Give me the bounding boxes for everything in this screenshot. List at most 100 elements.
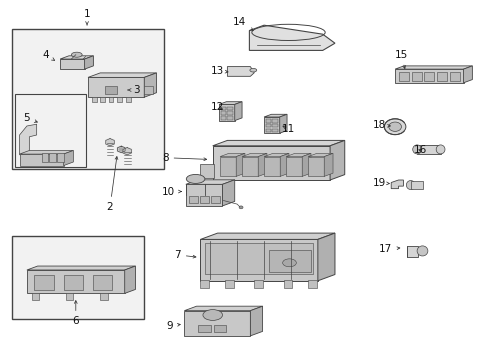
Polygon shape [249, 25, 334, 50]
Bar [265, 119, 270, 123]
Polygon shape [88, 77, 144, 97]
Bar [92, 97, 97, 102]
Ellipse shape [406, 180, 414, 189]
Polygon shape [264, 153, 288, 157]
Polygon shape [20, 124, 37, 155]
Text: 10: 10 [162, 186, 181, 197]
Text: 8: 8 [162, 153, 206, 163]
Bar [117, 97, 122, 102]
Bar [220, 111, 225, 115]
Polygon shape [285, 157, 302, 176]
Bar [63, 275, 83, 290]
Text: 6: 6 [72, 301, 79, 326]
Polygon shape [88, 73, 156, 77]
Bar [436, 72, 446, 81]
Bar [93, 275, 112, 290]
Bar [283, 280, 292, 288]
Bar [265, 129, 270, 132]
Bar [227, 107, 232, 110]
Text: 16: 16 [413, 145, 427, 156]
Bar [224, 280, 233, 288]
Bar [213, 325, 226, 332]
Bar [307, 280, 316, 288]
Polygon shape [184, 311, 250, 336]
Polygon shape [234, 102, 242, 121]
Polygon shape [307, 153, 332, 157]
Text: 14: 14 [232, 17, 253, 31]
Bar [416, 145, 440, 154]
Bar [32, 293, 39, 300]
Polygon shape [84, 56, 93, 69]
Bar [210, 196, 219, 203]
Polygon shape [394, 69, 463, 83]
Polygon shape [390, 180, 403, 189]
Polygon shape [279, 114, 286, 133]
Bar [12, 236, 144, 319]
Polygon shape [124, 266, 135, 293]
Polygon shape [222, 180, 234, 206]
Circle shape [119, 148, 123, 151]
Polygon shape [463, 66, 471, 83]
Bar [108, 97, 113, 102]
Ellipse shape [249, 68, 256, 72]
Text: 3: 3 [128, 85, 140, 95]
Bar [272, 119, 277, 123]
Bar [398, 72, 408, 81]
Bar [227, 116, 232, 120]
Ellipse shape [412, 145, 421, 154]
Ellipse shape [186, 174, 204, 183]
Polygon shape [329, 140, 344, 180]
Bar [66, 293, 73, 300]
Bar [424, 72, 433, 81]
Polygon shape [236, 153, 244, 176]
Ellipse shape [435, 145, 444, 154]
Polygon shape [242, 153, 266, 157]
Bar [105, 86, 117, 94]
Bar [268, 250, 310, 272]
Polygon shape [220, 157, 236, 176]
Polygon shape [264, 117, 279, 133]
Bar [200, 280, 209, 288]
Bar [15, 94, 85, 167]
Bar [189, 196, 198, 203]
Text: 9: 9 [166, 321, 180, 331]
Bar [272, 129, 277, 132]
Text: 4: 4 [42, 50, 55, 60]
Text: 17: 17 [378, 244, 399, 254]
Polygon shape [184, 306, 262, 311]
Text: 11: 11 [281, 124, 295, 134]
Polygon shape [258, 153, 266, 176]
Bar [144, 86, 153, 94]
Text: 7: 7 [174, 250, 196, 260]
Bar [272, 124, 277, 127]
Bar [205, 243, 312, 274]
Polygon shape [27, 270, 124, 293]
Circle shape [384, 119, 405, 135]
Bar [12, 29, 163, 169]
Polygon shape [280, 153, 288, 176]
Bar [449, 72, 459, 81]
Bar [410, 181, 422, 189]
Polygon shape [264, 157, 280, 176]
Bar [407, 246, 417, 257]
Polygon shape [302, 153, 310, 176]
Text: 13: 13 [210, 66, 227, 76]
Circle shape [388, 122, 401, 131]
Polygon shape [185, 184, 222, 206]
Polygon shape [20, 154, 63, 166]
Bar [198, 325, 210, 332]
Polygon shape [220, 153, 244, 157]
Polygon shape [60, 56, 93, 59]
Polygon shape [317, 233, 334, 281]
Bar [100, 97, 105, 102]
Polygon shape [185, 180, 234, 184]
Bar [34, 275, 54, 290]
Polygon shape [63, 150, 73, 166]
Ellipse shape [203, 310, 222, 320]
Polygon shape [394, 66, 471, 69]
Polygon shape [324, 153, 332, 176]
Polygon shape [219, 104, 234, 121]
Polygon shape [200, 239, 317, 281]
Polygon shape [285, 153, 310, 157]
Circle shape [239, 206, 243, 209]
